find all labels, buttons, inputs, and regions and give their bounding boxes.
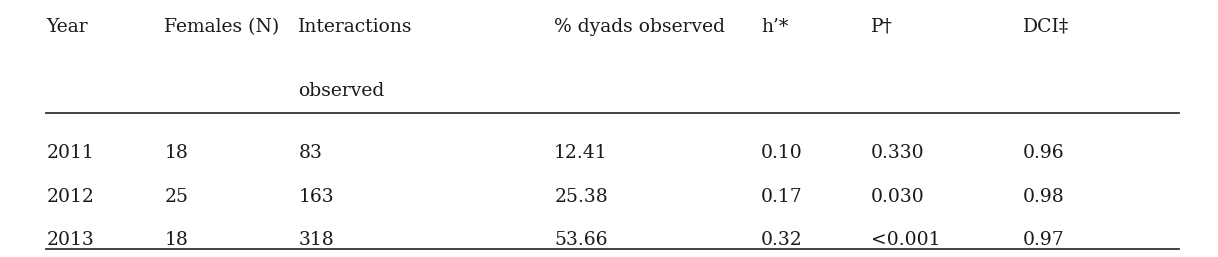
Text: 0.17: 0.17 — [761, 188, 803, 206]
Text: 0.10: 0.10 — [761, 144, 803, 162]
Text: 2013: 2013 — [46, 231, 94, 249]
Text: % dyads observed: % dyads observed — [554, 18, 725, 36]
Text: 12.41: 12.41 — [554, 144, 608, 162]
Text: 2012: 2012 — [46, 188, 94, 206]
Text: 0.030: 0.030 — [871, 188, 924, 206]
Text: 25: 25 — [164, 188, 189, 206]
Text: 2011: 2011 — [46, 144, 94, 162]
Text: Females (N): Females (N) — [164, 18, 280, 36]
Text: 163: 163 — [298, 188, 334, 206]
Text: 0.330: 0.330 — [871, 144, 924, 162]
Text: 25.38: 25.38 — [554, 188, 608, 206]
Text: 53.66: 53.66 — [554, 231, 608, 249]
Text: 18: 18 — [164, 231, 189, 249]
Text: 0.97: 0.97 — [1023, 231, 1065, 249]
Text: P†: P† — [871, 18, 893, 36]
Text: Year: Year — [46, 18, 88, 36]
Text: <0.001: <0.001 — [871, 231, 940, 249]
Text: 0.32: 0.32 — [761, 231, 803, 249]
Text: 0.98: 0.98 — [1023, 188, 1065, 206]
Text: 0.96: 0.96 — [1023, 144, 1065, 162]
Text: 318: 318 — [298, 231, 334, 249]
Text: 18: 18 — [164, 144, 189, 162]
Text: Interactions: Interactions — [298, 18, 413, 36]
Text: h’*: h’* — [761, 18, 788, 36]
Text: 83: 83 — [298, 144, 323, 162]
Text: DCI‡: DCI‡ — [1023, 18, 1069, 36]
Text: observed: observed — [298, 82, 385, 100]
